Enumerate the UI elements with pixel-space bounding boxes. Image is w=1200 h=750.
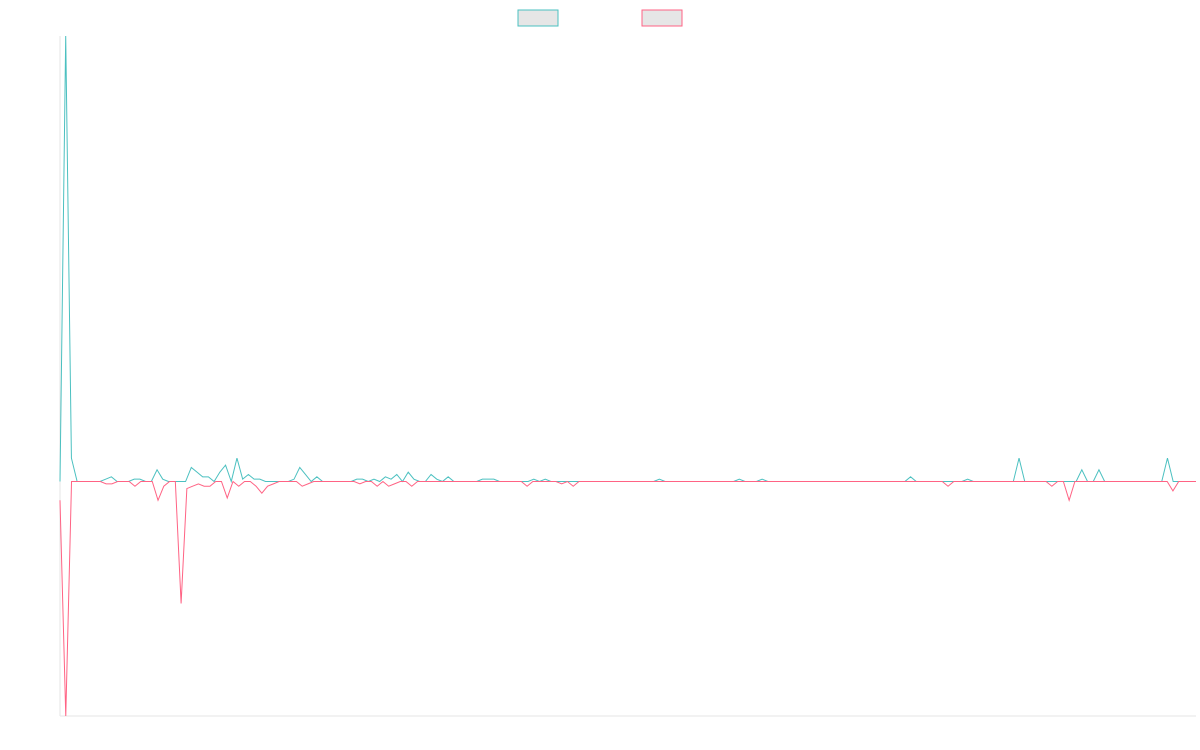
series-line-1 xyxy=(59,35,1196,484)
series-layer xyxy=(59,35,1196,717)
axes xyxy=(59,36,1196,717)
legend-item-2[interactable] xyxy=(641,9,683,27)
legend-swatch-2[interactable] xyxy=(641,9,683,27)
series-line-2 xyxy=(59,480,1196,717)
legend[interactable] xyxy=(517,9,683,27)
legend-item-1[interactable] xyxy=(517,9,559,27)
legend-swatch-1[interactable] xyxy=(517,9,559,27)
